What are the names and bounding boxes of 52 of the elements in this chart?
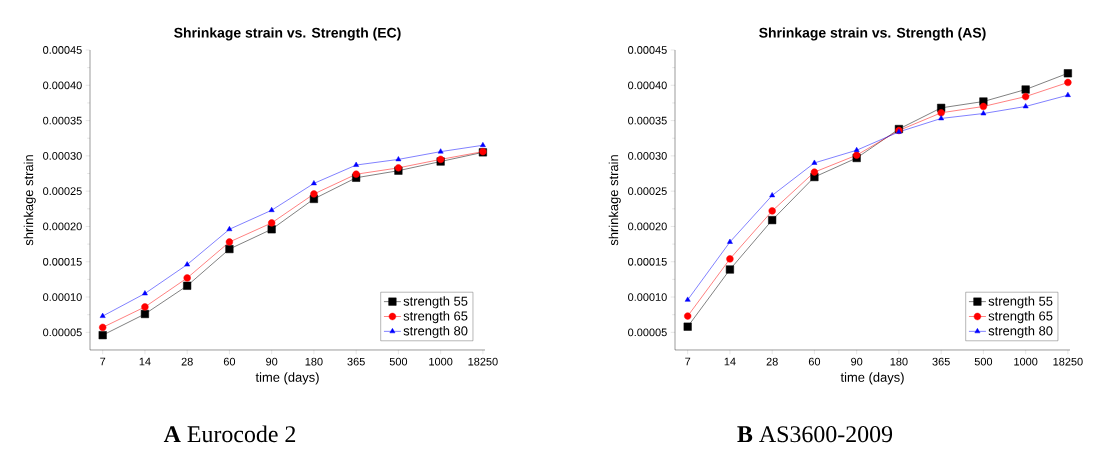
- y-tick-label: 0.00035: [628, 116, 667, 125]
- x-tick-label: 60: [808, 357, 821, 366]
- x-tick-label: 500: [974, 357, 993, 366]
- y-tick-label: 0.00010: [43, 293, 82, 301]
- x-tick-label: 7: [685, 357, 691, 366]
- legend-label: strength 55: [988, 296, 1053, 309]
- x-tick-label: 28: [766, 357, 778, 366]
- x-tick-label: 365: [347, 357, 365, 366]
- x-tick-label: 365: [932, 357, 950, 366]
- x-tick-label: 180: [890, 357, 908, 366]
- chart-title: Shrinkage strain vs. Strength (AS): [759, 27, 986, 41]
- x-tick-label: 90: [266, 357, 278, 366]
- x-tick-label: 14: [724, 357, 736, 366]
- y-axis-title: shrinkage strain: [23, 155, 36, 246]
- text: A Eurocode 2: [163, 425, 296, 443]
- text: B AS3600-2009: [737, 426, 893, 443]
- y-tick-label: 0.00015: [43, 257, 82, 266]
- x-axis-title: time (days): [840, 372, 904, 385]
- x-tick-label: 28: [181, 357, 193, 366]
- x-tick-label: 14: [139, 357, 151, 366]
- legend-label: strength 65: [988, 311, 1053, 324]
- x-tick-label: 60: [223, 357, 236, 366]
- y-tick-label: 0.00010: [628, 293, 667, 301]
- chart-title: Shrinkage strain vs. Strength (EC): [174, 27, 401, 41]
- y-tick-label: 0.00025: [43, 187, 82, 196]
- y-tick-label: 0.00045: [43, 46, 82, 54]
- x-axis-title: time (days): [255, 372, 319, 385]
- x-tick-label: 1000: [429, 357, 453, 366]
- x-tick-label: 18250: [1053, 357, 1083, 366]
- y-tick-label: 0.00030: [628, 152, 667, 160]
- y-tick-label: 0.00025: [628, 187, 667, 196]
- y-tick-label: 0.00015: [628, 257, 667, 266]
- y-tick-label: 0.00030: [43, 152, 82, 160]
- y-tick-label: 0.00005: [628, 328, 667, 337]
- y-tick-label: 0.00045: [628, 46, 667, 54]
- legend-label: strength 65: [403, 311, 468, 324]
- y-tick-label: 0.00040: [43, 81, 82, 90]
- x-tick-label: 7: [100, 357, 106, 366]
- y-tick-label: 0.00005: [43, 328, 82, 337]
- y-tick-label: 0.00020: [43, 222, 82, 231]
- x-tick-label: 90: [851, 357, 863, 366]
- y-tick-label: 0.00040: [628, 81, 667, 90]
- x-tick-label: 18250: [468, 357, 498, 366]
- x-tick-label: 180: [305, 357, 323, 366]
- y-axis-title: shrinkage strain: [608, 155, 621, 246]
- legend-label: strength 80: [988, 325, 1053, 338]
- x-tick-label: 1000: [1014, 357, 1038, 366]
- y-tick-label: 0.00035: [43, 116, 82, 125]
- y-tick-label: 0.00020: [628, 222, 667, 231]
- x-tick-label: 500: [389, 357, 408, 366]
- legend-label: strength 55: [403, 296, 468, 309]
- legend-label: strength 80: [403, 325, 468, 338]
